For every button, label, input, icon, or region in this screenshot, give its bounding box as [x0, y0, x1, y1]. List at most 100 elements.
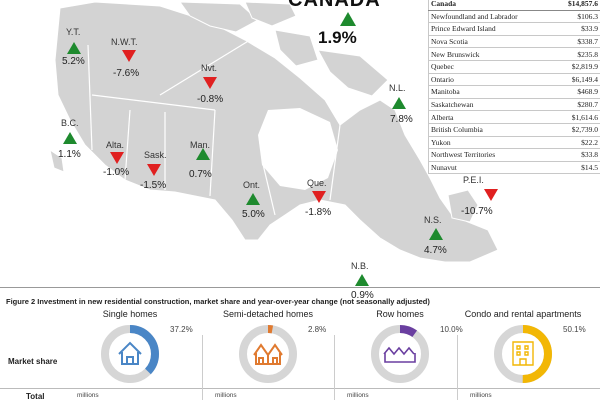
region-change-ns: 4.7% — [424, 245, 447, 256]
province-name: Newfoundland and Labrador — [429, 10, 554, 23]
donut-value-label: 37.2% — [170, 325, 193, 334]
region-label-que: Que. — [307, 178, 327, 188]
table-row: Quebec$2,819.9 — [429, 60, 600, 73]
baffin-island — [318, 50, 388, 96]
canada-title: CANADA — [288, 0, 381, 12]
up-arrow-icon — [392, 97, 406, 109]
up-arrow-icon — [355, 274, 369, 286]
region-label-bc: B.C. — [61, 118, 79, 128]
province-name: Canada — [429, 0, 554, 10]
province-value: $106.3 — [553, 10, 600, 23]
total-unit-label: millions — [470, 392, 492, 399]
region-change-que: -1.8% — [305, 207, 331, 218]
region-label-nwt: N.W.T. — [111, 37, 138, 47]
donut-4 — [491, 322, 555, 386]
province-name: Ontario — [429, 73, 554, 86]
donut-value-label: 2.8% — [308, 325, 326, 334]
province-value: $6,149.4 — [553, 73, 600, 86]
province-name: Alberta — [429, 111, 554, 124]
region-label-sask: Sask. — [144, 150, 167, 160]
region-change-nl: 7.8% — [390, 114, 413, 125]
province-name: Yukon — [429, 136, 554, 149]
region-change-sask: -1.5% — [140, 180, 166, 191]
table-row: New Brunswick$235.8 — [429, 48, 600, 61]
province-name: New Brunswick — [429, 48, 554, 61]
category-title: Semi-detached homes — [198, 309, 338, 319]
province-name: Manitoba — [429, 86, 554, 99]
province-name: Saskatchewan — [429, 98, 554, 111]
house-icon — [119, 343, 141, 364]
province-value: $235.8 — [553, 48, 600, 61]
region-change-nvt: -0.8% — [197, 94, 223, 105]
donut-value-label: 10.0% — [440, 325, 463, 334]
region-label-nb: N.B. — [351, 261, 369, 271]
total-unit-label: millions — [347, 392, 369, 399]
up-arrow-icon — [196, 148, 210, 160]
donut-3 — [368, 322, 432, 386]
region-change-man: 0.7% — [189, 169, 212, 180]
down-arrow-icon — [312, 191, 326, 203]
donut-2 — [236, 322, 300, 386]
province-value: $14,857.6 — [553, 0, 600, 10]
market-share-row-label: Market share — [8, 357, 57, 366]
region-label-alta: Alta. — [106, 140, 124, 150]
table-row: Nunavut$14.5 — [429, 161, 600, 174]
row-divider — [0, 388, 600, 389]
region-label-ont: Ont. — [243, 180, 260, 190]
up-arrow-icon — [67, 42, 81, 54]
region-label-pei: P.E.I. — [463, 175, 484, 185]
column-divider — [334, 335, 335, 400]
province-name: British Columbia — [429, 123, 554, 136]
province-value: $22.2 — [553, 136, 600, 149]
province-value: $338.7 — [553, 35, 600, 48]
table-row: Ontario$6,149.4 — [429, 73, 600, 86]
donut-1 — [98, 322, 162, 386]
table-row: Nova Scotia$338.7 — [429, 35, 600, 48]
table-row: Northwest Territories$33.8 — [429, 149, 600, 162]
arctic-island-3 — [275, 30, 318, 66]
row-homes-icon — [384, 348, 415, 362]
province-name: Quebec — [429, 60, 554, 73]
column-divider — [202, 335, 203, 400]
down-arrow-icon — [122, 50, 136, 62]
region-change-pei: -10.7% — [461, 206, 493, 217]
category-title: Single homes — [60, 309, 200, 319]
category-title: Row homes — [330, 309, 470, 319]
donut-value-label: 50.1% — [563, 325, 586, 334]
province-value: $1,614.6 — [553, 111, 600, 124]
table-row: British Columbia$2,739.0 — [429, 123, 600, 136]
region-label-yt: Y.T. — [66, 27, 80, 37]
up-arrow-icon — [429, 228, 443, 240]
apartment-icon — [513, 342, 533, 365]
province-name: Northwest Territories — [429, 149, 554, 162]
total-unit-label: millions — [215, 392, 237, 399]
canada-up-arrow-icon — [340, 12, 356, 26]
province-value: $33.8 — [553, 149, 600, 162]
region-label-nvt: Nvt. — [201, 63, 217, 73]
table-row: Saskatchewan$280.7 — [429, 98, 600, 111]
province-value: $33.9 — [553, 23, 600, 36]
province-value: $2,739.0 — [553, 123, 600, 136]
province-name: Nunavut — [429, 161, 554, 174]
total-unit-label: millions — [77, 392, 99, 399]
table-row: Canada$14,857.6 — [429, 0, 600, 10]
down-arrow-icon — [110, 152, 124, 164]
section-divider — [0, 287, 600, 288]
region-label-nl: N.L. — [389, 83, 406, 93]
region-change-nwt: -7.6% — [113, 68, 139, 79]
donut-track — [375, 329, 425, 379]
region-change-ont: 5.0% — [242, 209, 265, 220]
province-name: Nova Scotia — [429, 35, 554, 48]
column-divider — [457, 335, 458, 400]
canada-change: 1.9% — [318, 28, 357, 48]
province-value: $2,819.9 — [553, 60, 600, 73]
table-row: Alberta$1,614.6 — [429, 111, 600, 124]
province-value: $14.5 — [553, 161, 600, 174]
region-label-ns: N.S. — [424, 215, 442, 225]
province-name: Prince Edward Island — [429, 23, 554, 36]
region-change-bc: 1.1% — [58, 149, 81, 160]
down-arrow-icon — [484, 189, 498, 201]
up-arrow-icon — [246, 193, 260, 205]
region-change-yt: 5.2% — [62, 56, 85, 67]
